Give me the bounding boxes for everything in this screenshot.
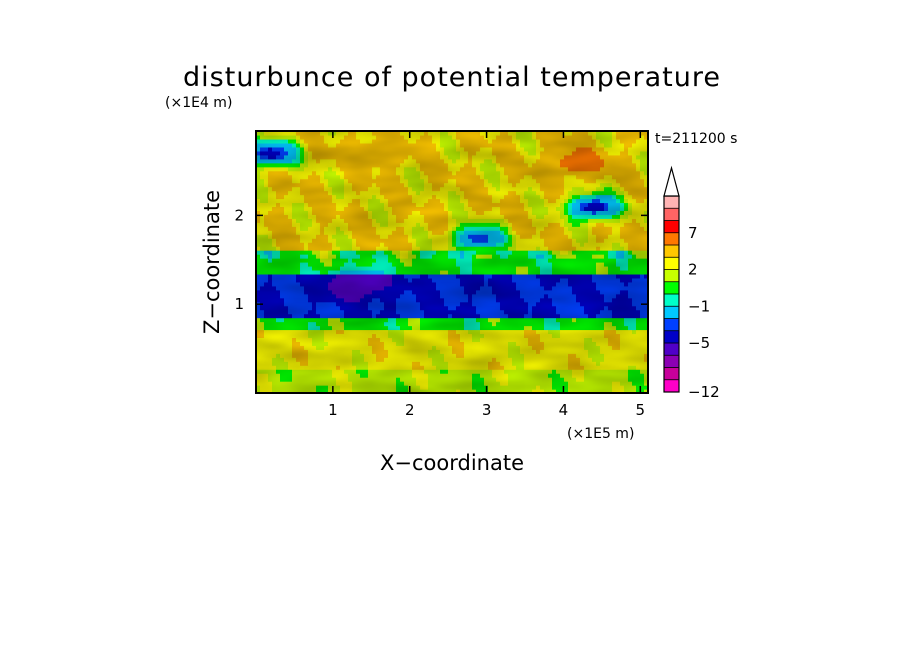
chart-title: disturbunce of potential temperature: [183, 62, 721, 93]
time-label: t=211200 s: [655, 131, 737, 147]
y-unit-label: (×1E4 m): [165, 95, 232, 111]
plot-area: [256, 131, 648, 393]
